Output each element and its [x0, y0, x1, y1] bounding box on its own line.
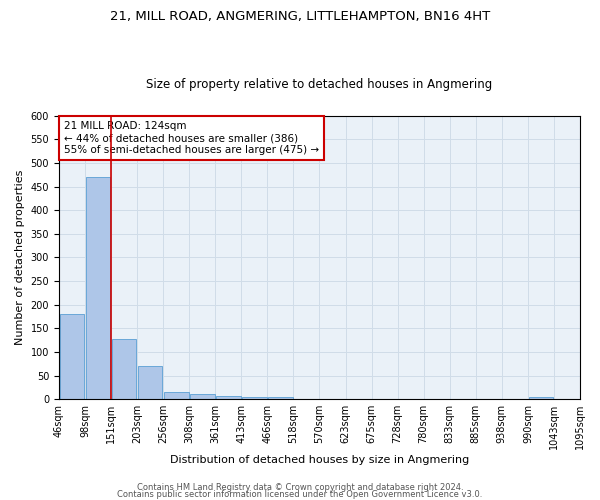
Bar — [216, 396, 241, 399]
X-axis label: Distribution of detached houses by size in Angmering: Distribution of detached houses by size … — [170, 455, 469, 465]
Bar — [190, 394, 215, 399]
Bar — [112, 338, 136, 399]
Title: Size of property relative to detached houses in Angmering: Size of property relative to detached ho… — [146, 78, 493, 91]
Text: 21 MILL ROAD: 124sqm
← 44% of detached houses are smaller (386)
55% of semi-deta: 21 MILL ROAD: 124sqm ← 44% of detached h… — [64, 122, 319, 154]
Bar — [138, 366, 163, 399]
Bar — [59, 314, 85, 399]
Bar — [164, 392, 188, 399]
Y-axis label: Number of detached properties: Number of detached properties — [15, 170, 25, 345]
Bar — [268, 398, 293, 399]
Text: Contains HM Land Registry data © Crown copyright and database right 2024.: Contains HM Land Registry data © Crown c… — [137, 484, 463, 492]
Text: Contains public sector information licensed under the Open Government Licence v3: Contains public sector information licen… — [118, 490, 482, 499]
Bar — [529, 397, 553, 399]
Text: 21, MILL ROAD, ANGMERING, LITTLEHAMPTON, BN16 4HT: 21, MILL ROAD, ANGMERING, LITTLEHAMPTON,… — [110, 10, 490, 23]
Bar — [242, 398, 266, 399]
Bar — [86, 177, 110, 399]
